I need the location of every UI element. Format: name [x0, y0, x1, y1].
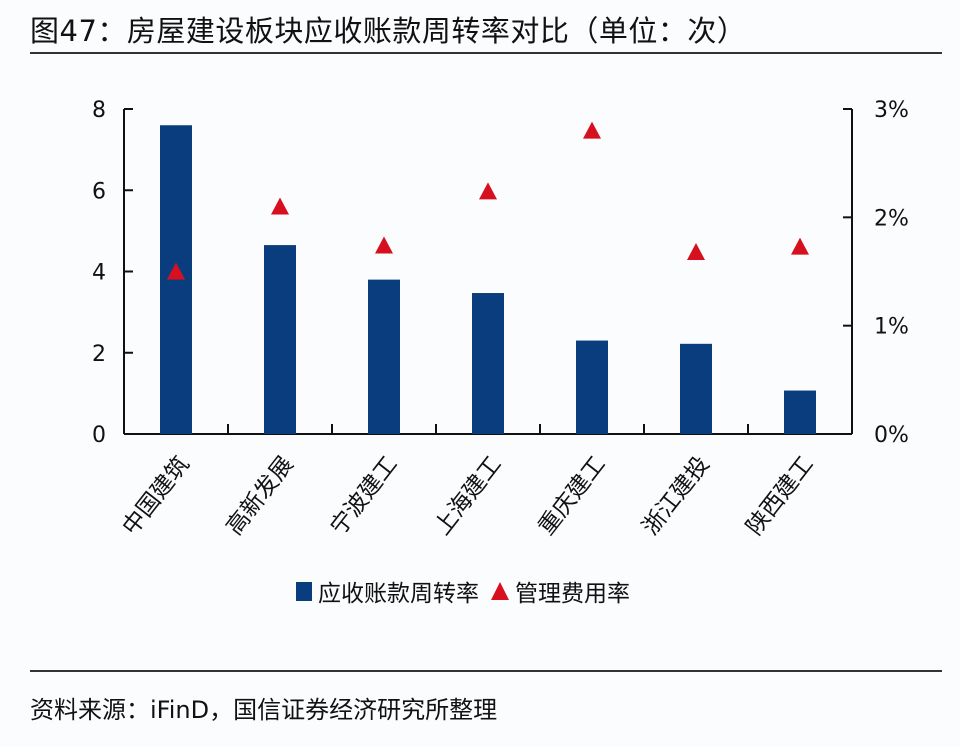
triangle-marker-icon — [271, 197, 289, 215]
right-axis-tick-label: 2% — [874, 206, 909, 231]
left-axis-tick-label: 8 — [92, 98, 106, 123]
chart-title: 图47：房屋建设板块应收账款周转率对比（单位：次） — [30, 14, 747, 48]
legend-marker-label: 管理费用率 — [515, 581, 630, 607]
right-axis-tick-label: 1% — [874, 315, 909, 340]
category-label: 高新发展 — [222, 452, 299, 541]
category-label: 上海建工 — [430, 452, 507, 541]
bar — [160, 125, 192, 434]
chart-area: 0 2 4 6 8 0% 1% 2% 3% 中国建筑 高新发展 宁波建工 上海建工 重庆建工 浙江建投 陕西建… — [92, 98, 909, 541]
bar — [264, 245, 296, 434]
left-axis-tick-label: 2 — [92, 342, 106, 367]
category-label: 陕西建工 — [742, 452, 819, 541]
bar — [368, 279, 400, 434]
category-label: 中国建筑 — [118, 452, 195, 541]
triangle-marker-icon — [167, 262, 185, 280]
legend-triangle-icon — [491, 582, 509, 600]
right-axis-tick-label: 3% — [874, 98, 909, 123]
left-axis-tick-label: 0 — [92, 423, 106, 448]
bar — [784, 390, 816, 434]
legend-bar-swatch-icon — [296, 581, 312, 601]
left-axis-tick-label: 6 — [92, 179, 106, 204]
bottom-divider — [30, 670, 942, 672]
triangle-marker-icon — [375, 236, 393, 254]
top-divider — [30, 52, 942, 54]
category-label: 重庆建工 — [534, 452, 611, 541]
triangle-marker-icon — [583, 121, 601, 139]
legend-bar-label: 应收账款周转率 — [318, 581, 479, 607]
bar — [576, 340, 608, 434]
bar — [680, 343, 712, 434]
source-note: 资料来源：iFinD，国信证券经济研究所整理 — [30, 696, 498, 724]
category-label: 浙江建投 — [638, 452, 715, 541]
legend: 应收账款周转率 管理费用率 — [296, 574, 630, 608]
left-axis-tick-label: 4 — [92, 261, 106, 286]
triangle-marker-icon — [479, 182, 497, 200]
right-axis-tick-label: 0% — [874, 423, 909, 448]
bar — [472, 293, 504, 434]
triangle-marker-icon — [687, 243, 705, 260]
triangle-marker-icon — [791, 237, 809, 255]
category-label: 宁波建工 — [326, 452, 403, 541]
